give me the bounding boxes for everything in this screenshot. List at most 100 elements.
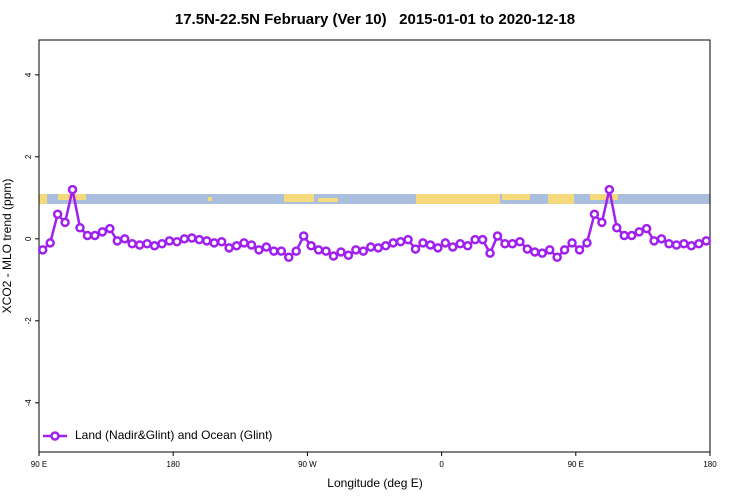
data-point bbox=[492, 231, 503, 241]
data-point bbox=[425, 240, 436, 250]
x-axis-label: Longitude (deg E) bbox=[327, 476, 422, 490]
data-point bbox=[239, 238, 249, 248]
data-point bbox=[351, 245, 361, 255]
data-point bbox=[455, 238, 465, 249]
x-tick-label: 0 bbox=[439, 460, 444, 469]
data-point bbox=[216, 236, 227, 247]
data-point bbox=[179, 234, 190, 244]
y-tick-label: 2 bbox=[24, 154, 33, 159]
data-point bbox=[433, 243, 443, 253]
data-point bbox=[462, 241, 473, 251]
data-point bbox=[373, 243, 383, 253]
data-point bbox=[164, 236, 175, 246]
data-point bbox=[671, 240, 682, 250]
data-point bbox=[127, 238, 137, 249]
data-point bbox=[649, 236, 659, 246]
chart-title: 17.5N-22.5N February (Ver 10) 2015-01-01… bbox=[175, 11, 575, 28]
data-point bbox=[276, 246, 287, 256]
data-point bbox=[388, 238, 398, 248]
data-point bbox=[485, 248, 495, 258]
data-point bbox=[142, 238, 152, 249]
data-point bbox=[679, 238, 689, 249]
data-point bbox=[52, 209, 63, 219]
data-point bbox=[612, 223, 622, 233]
data-point bbox=[366, 242, 376, 252]
data-point bbox=[90, 230, 100, 241]
data-point bbox=[187, 233, 197, 243]
x-tick-label: 90 E bbox=[568, 460, 584, 469]
x-tick-label: 90 E bbox=[31, 460, 47, 469]
data-point bbox=[686, 241, 697, 251]
data-point bbox=[440, 238, 451, 248]
data-point bbox=[194, 234, 205, 245]
x-tick-label: 180 bbox=[167, 460, 181, 469]
data-point bbox=[313, 245, 324, 255]
data-point bbox=[119, 234, 130, 244]
data-point bbox=[701, 236, 712, 246]
data-point bbox=[656, 234, 667, 244]
data-point bbox=[380, 241, 391, 251]
data-point bbox=[515, 236, 525, 247]
data-point bbox=[477, 234, 488, 245]
y-tick-label: -4 bbox=[24, 399, 33, 407]
data-point bbox=[500, 238, 510, 249]
data-point bbox=[530, 247, 540, 257]
data-point bbox=[291, 246, 301, 256]
data-point bbox=[664, 238, 674, 249]
data-point bbox=[246, 240, 257, 250]
data-point bbox=[358, 246, 369, 256]
data-point bbox=[597, 217, 607, 228]
data-point bbox=[537, 248, 547, 258]
data-point bbox=[343, 250, 354, 260]
data-point bbox=[559, 245, 570, 255]
data-point bbox=[172, 236, 182, 247]
data-point bbox=[567, 238, 577, 248]
data-point bbox=[202, 236, 212, 246]
data-point bbox=[395, 236, 406, 247]
data-point bbox=[284, 252, 294, 263]
data-point bbox=[619, 230, 630, 241]
data-point bbox=[552, 252, 562, 263]
data-point bbox=[261, 242, 272, 252]
data-point bbox=[544, 245, 555, 255]
data-point bbox=[694, 238, 704, 249]
data-point bbox=[224, 243, 234, 253]
data-point bbox=[45, 238, 55, 248]
data-point bbox=[626, 230, 637, 241]
x-tick-label: 180 bbox=[703, 460, 717, 469]
data-point bbox=[470, 234, 480, 245]
x-tick-label: 90 W bbox=[298, 460, 317, 469]
data-point bbox=[321, 246, 331, 256]
data-point bbox=[37, 245, 48, 255]
data-point bbox=[589, 209, 600, 219]
data-point bbox=[418, 238, 428, 248]
legend-marker bbox=[50, 431, 60, 441]
data-point bbox=[641, 223, 652, 234]
y-axis-label: XCO2 - MLO trend (ppm) bbox=[0, 179, 14, 314]
data-point bbox=[149, 241, 160, 251]
data-point bbox=[574, 245, 585, 255]
data-point bbox=[209, 238, 219, 248]
y-tick-label: 0 bbox=[24, 236, 33, 241]
y-tick-label: 4 bbox=[24, 72, 33, 77]
data-point bbox=[328, 251, 339, 261]
data-point bbox=[507, 238, 518, 249]
data-point bbox=[336, 247, 346, 257]
plot-frame bbox=[38, 39, 711, 453]
data-point bbox=[112, 236, 123, 246]
data-point bbox=[105, 223, 115, 234]
data-point bbox=[231, 241, 242, 251]
data-point bbox=[269, 246, 279, 256]
data-point bbox=[604, 184, 615, 195]
data-point bbox=[82, 230, 93, 241]
legend-label: Land (Nadir&Glint) and Ocean (Glint) bbox=[75, 428, 272, 442]
data-point bbox=[157, 238, 167, 249]
data-point bbox=[67, 184, 78, 195]
data-point bbox=[306, 241, 316, 251]
data-point bbox=[97, 227, 108, 237]
data-point bbox=[254, 245, 264, 255]
y-tick-label: -2 bbox=[24, 317, 33, 325]
data-point bbox=[522, 244, 533, 254]
data-point bbox=[410, 244, 421, 254]
